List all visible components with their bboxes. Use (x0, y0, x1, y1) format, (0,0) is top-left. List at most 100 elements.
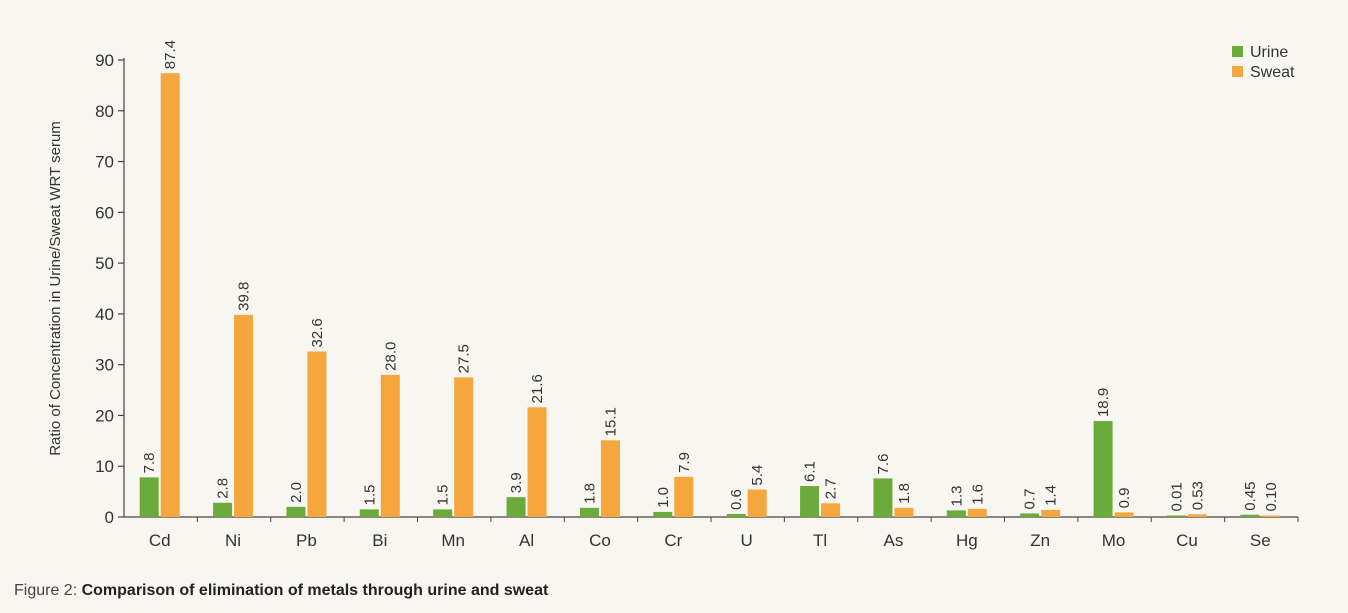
bar-urine-cd (139, 477, 159, 517)
data-label-sweat-co: 15.1 (602, 407, 619, 436)
y-tick-label: 50 (95, 254, 114, 273)
data-label-urine-mn: 1.5 (435, 485, 452, 506)
bar-sweat-ni (234, 314, 254, 517)
data-label-sweat-as: 1.8 (896, 483, 913, 504)
caption-text: Comparison of elimination of metals thro… (81, 582, 549, 599)
bar-sweat-tl (821, 503, 841, 517)
bar-sweat-co (600, 440, 620, 517)
data-label-urine-cu: 0.01 (1168, 482, 1185, 511)
data-label-sweat-bi: 28.0 (382, 342, 399, 371)
x-tick-label: Hg (956, 531, 978, 550)
x-tick-label: Co (589, 531, 611, 550)
data-label-sweat-mo: 0.9 (1116, 488, 1133, 509)
bar-sweat-u (747, 489, 767, 517)
bar-sweat-pb (307, 351, 327, 517)
bar-sweat-mn (454, 377, 474, 517)
x-tick-label: Pb (296, 531, 317, 550)
x-tick-label: Cu (1176, 531, 1198, 550)
y-tick-label: 60 (95, 203, 114, 222)
data-label-urine-al: 3.9 (508, 472, 525, 493)
bar-sweat-se (1261, 515, 1281, 517)
data-label-sweat-al: 21.6 (529, 374, 546, 403)
x-tick-label: Zn (1030, 531, 1050, 550)
bar-sweat-cd (160, 73, 180, 518)
y-tick-label: 80 (95, 102, 114, 121)
bar-sweat-cr (674, 476, 694, 517)
data-label-urine-cr: 1.0 (655, 487, 672, 508)
data-label-sweat-pb: 32.6 (309, 318, 326, 347)
bar-sweat-cu (1187, 514, 1207, 517)
bar-urine-u (726, 513, 746, 517)
data-label-urine-se: 0.45 (1242, 482, 1259, 511)
bar-urine-mo (1093, 421, 1113, 517)
y-tick-label: 20 (95, 406, 114, 425)
x-tick-label: Bi (372, 531, 387, 550)
bar-urine-al (506, 497, 526, 517)
figure-caption: Figure 2: Comparison of elimination of m… (14, 582, 548, 600)
x-tick-label: Ni (225, 531, 241, 550)
data-label-urine-mo: 18.9 (1095, 388, 1112, 417)
x-tick-label: Tl (813, 531, 827, 550)
y-tick-label: 30 (95, 356, 114, 375)
data-label-urine-zn: 0.7 (1022, 489, 1039, 510)
x-tick-label: Mo (1102, 531, 1126, 550)
data-label-sweat-zn: 1.4 (1043, 485, 1060, 506)
x-tick-label: Cd (149, 531, 171, 550)
value-labels: 7.8 87.4 2.8 39.8 2.0 32.6 1.5 28.0 1.5 27.5 3.9 21… (141, 40, 1280, 512)
data-label-sweat-tl: 2.7 (823, 478, 840, 499)
x-tick-label: U (741, 531, 753, 550)
legend: Urine Sweat (1232, 44, 1295, 81)
bar-sweat-bi (380, 374, 400, 517)
bar-urine-pb (286, 506, 306, 517)
bar-urine-bi (359, 509, 379, 517)
bar-urine-mn (433, 509, 453, 517)
x-tick-label: Mn (441, 531, 465, 550)
data-label-urine-hg: 1.3 (948, 486, 965, 507)
data-label-sweat-se: 0.10 (1263, 482, 1280, 511)
bar-urine-ni (213, 502, 233, 517)
data-label-sweat-hg: 1.6 (969, 484, 986, 505)
data-label-urine-cd: 7.8 (141, 453, 158, 474)
bar-chart: 0 10 20 30 40 50 60 70 80 90 Ratio of Concentratio… (47, 40, 1299, 550)
legend-label-urine: Urine (1250, 44, 1288, 61)
bar-urine-zn (1020, 513, 1040, 517)
data-label-urine-pb: 2.0 (288, 482, 305, 503)
x-tick-label: Al (519, 531, 534, 550)
bar-urine-se (1240, 514, 1260, 517)
bar-sweat-hg (967, 508, 987, 517)
axes: 0 10 20 30 40 50 60 70 80 90 Ratio of Concentratio… (47, 51, 1299, 550)
data-label-sweat-cu: 0.53 (1189, 481, 1206, 510)
bar-sweat-mo (1114, 512, 1134, 517)
bar-urine-cu (1166, 515, 1186, 517)
data-label-urine-tl: 6.1 (802, 461, 819, 482)
bar-urine-tl (800, 486, 820, 517)
data-label-urine-bi: 1.5 (361, 485, 378, 506)
data-label-urine-ni: 2.8 (215, 478, 232, 499)
x-tick-label: As (884, 531, 904, 550)
y-tick-label: 40 (95, 305, 114, 324)
x-tick-label: Se (1250, 531, 1271, 550)
data-label-sweat-cr: 7.9 (676, 452, 693, 473)
data-label-urine-u: 0.6 (728, 489, 745, 510)
legend-label-sweat: Sweat (1250, 64, 1295, 81)
y-axis-label: Ratio of Concentration in Urine/Sweat WR… (47, 121, 64, 456)
bar-sweat-al (527, 407, 547, 517)
caption-prefix: Figure 2: (14, 582, 82, 599)
bar-sweat-as (894, 507, 914, 517)
bar-urine-cr (653, 511, 673, 517)
x-tick-label: Cr (664, 531, 682, 550)
data-label-urine-co: 1.8 (581, 483, 598, 504)
bar-urine-co (579, 507, 599, 517)
data-label-sweat-ni: 39.8 (236, 282, 253, 311)
data-label-sweat-mn: 27.5 (456, 344, 473, 373)
bar-urine-hg (946, 510, 966, 517)
y-tick-label: 0 (105, 508, 114, 527)
bar-urine-as (873, 478, 893, 517)
legend-swatch-urine (1232, 46, 1243, 57)
data-label-sweat-u: 5.4 (749, 465, 766, 486)
legend-swatch-sweat (1232, 66, 1243, 77)
y-tick-label: 70 (95, 153, 114, 172)
data-label-urine-as: 7.6 (875, 454, 892, 475)
y-tick-label: 10 (95, 457, 114, 476)
bars (139, 73, 1281, 518)
